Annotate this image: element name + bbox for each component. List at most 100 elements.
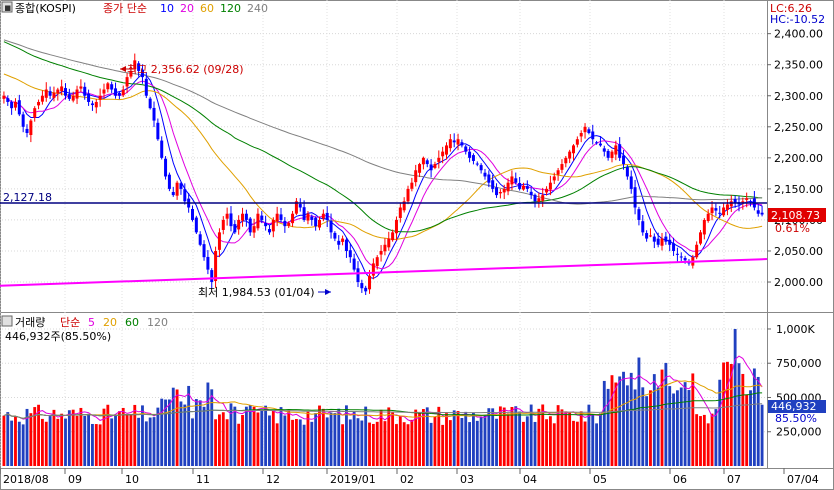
y-tick-label: 2,200.00 — [774, 152, 823, 165]
volume-bar — [210, 389, 214, 466]
volume-bar — [91, 423, 94, 466]
ma-legend-item: 10 — [160, 2, 174, 15]
candle — [414, 170, 418, 183]
candle — [498, 191, 502, 194]
candle — [13, 101, 17, 108]
candle — [537, 198, 541, 202]
candle — [341, 238, 345, 242]
candle — [25, 128, 29, 134]
volume-bar — [110, 418, 114, 466]
candle — [756, 210, 760, 214]
volume-bar — [729, 364, 733, 466]
volume-bar — [237, 423, 241, 466]
candle — [437, 157, 441, 162]
candle — [629, 176, 633, 189]
date-axis: 2018/08 09 10 11 12 2019/01 02 03 04 05 06 07 07/04 — [0, 468, 819, 486]
volume-bar — [510, 406, 514, 466]
candle — [460, 142, 464, 146]
candle — [729, 201, 733, 207]
volume-title[interactable]: 거래량 — [15, 316, 45, 329]
volume-bar — [656, 387, 660, 466]
volume-bar — [198, 400, 202, 466]
candle — [256, 213, 260, 229]
volume-ma-title: 단순 — [60, 316, 80, 329]
candle — [660, 238, 664, 246]
candle — [695, 244, 699, 258]
candle — [587, 129, 591, 134]
candle — [633, 187, 637, 208]
candle — [402, 201, 406, 211]
candle — [622, 155, 626, 165]
volume-bar — [14, 416, 17, 466]
candle — [733, 198, 737, 203]
volume-bar — [706, 423, 710, 466]
candle — [521, 185, 525, 190]
candle — [137, 63, 141, 71]
volume-bar — [310, 421, 314, 466]
candle — [121, 89, 125, 96]
volume-bar — [194, 399, 198, 466]
volume-ma-legend-item: 20 — [103, 316, 117, 329]
candle — [394, 219, 398, 234]
candle — [144, 78, 148, 96]
candle — [321, 213, 325, 219]
candle — [552, 176, 556, 181]
volume-bar — [283, 415, 287, 466]
candle — [648, 235, 652, 237]
high-annotation: 최고 2,356.62 (09/28) — [127, 63, 244, 76]
volume-bar — [664, 362, 668, 466]
candle — [379, 250, 383, 255]
candle — [167, 174, 171, 189]
candle — [645, 233, 649, 239]
menu-icon[interactable] — [1, 1, 13, 13]
volume-bar — [356, 418, 360, 466]
volume-bar — [75, 415, 79, 466]
volume-bar — [645, 396, 649, 466]
volume-bar — [21, 424, 25, 466]
candle — [52, 92, 56, 98]
volume-bar — [402, 422, 406, 466]
candle — [6, 98, 10, 102]
candle — [525, 186, 529, 189]
volume-bar — [564, 411, 568, 466]
volume-bar — [167, 399, 171, 466]
volume-bar — [25, 408, 29, 466]
volume-bar — [137, 417, 141, 466]
volume-bar — [568, 412, 572, 466]
volume-bar — [44, 421, 48, 466]
trendline[interactable] — [0, 258, 768, 287]
candle — [591, 131, 595, 140]
candle — [595, 142, 599, 144]
volume-bar — [741, 373, 745, 466]
volume-bar — [244, 406, 248, 466]
candle — [106, 83, 110, 90]
candle — [75, 89, 79, 99]
candle — [10, 101, 14, 109]
candle — [433, 164, 437, 168]
volume-bar — [60, 413, 64, 466]
volume-menu-icon[interactable] — [1, 315, 13, 327]
volume-bar — [745, 394, 749, 466]
volume-bar — [479, 417, 483, 466]
symbol-label[interactable]: 종합(KOSPI) — [15, 2, 76, 15]
current-price: 2,108.73 — [771, 209, 820, 222]
candle — [94, 101, 98, 108]
volume-bar — [683, 382, 687, 466]
volume-bar — [221, 412, 225, 466]
volume-bar — [117, 411, 121, 466]
volume-bar — [599, 413, 602, 466]
y-tick-label: 2,400.00 — [774, 28, 823, 41]
volume-bar — [421, 409, 425, 466]
volume-bar — [614, 382, 618, 466]
volume-bar — [314, 413, 318, 466]
x-tick-label: 07/04 — [787, 473, 819, 486]
candle — [194, 217, 198, 233]
volume-bar — [352, 411, 356, 466]
hline-label: 2,127.18 — [3, 191, 52, 204]
volume-bar — [472, 412, 475, 466]
volume-bar — [79, 407, 83, 466]
candle — [421, 157, 425, 165]
candle — [564, 157, 568, 164]
candle — [579, 133, 583, 137]
